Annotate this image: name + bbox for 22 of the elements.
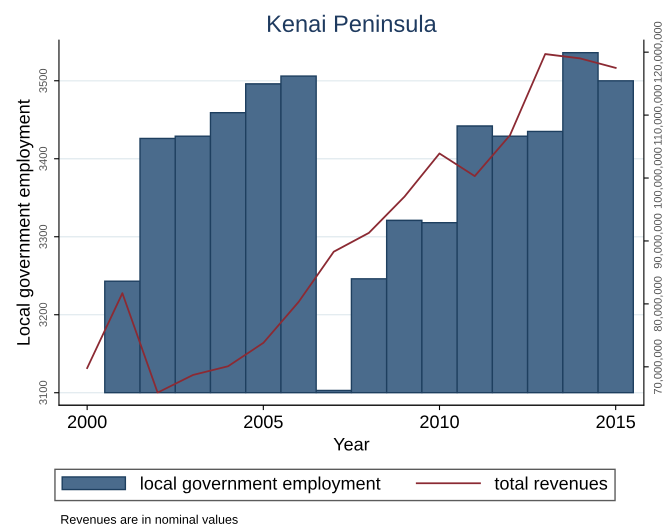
y2-tick-label: 100,000,000 [654,148,664,208]
chart-title: Kenai Peninsula [268,14,437,32]
y-tick-label: 3200 [39,302,48,327]
legend-label: total revenues [494,476,608,490]
x-tick-label: 2000 [68,415,107,428]
x-tick-label: 2005 [244,415,283,428]
x-axis-title: Year [334,438,370,451]
legend-label: local government employment [141,476,381,494]
text: Revenues are in nominal values [61,514,238,524]
y-tick-label: 3100 [39,380,48,405]
y-tick-label: 3500 [39,68,48,93]
x-tick-label: 2015 [596,415,636,428]
y2-tick-label: 90,000,000 [654,214,664,268]
y-tick-label: 3400 [39,146,48,171]
line-series [86,53,617,394]
y-tick-label: 3300 [39,224,48,249]
y2-tick-label: 110,000,000 [654,85,664,145]
y-axis-title: Local government employment [16,99,34,345]
y2-tick-label: 80,000,000 [654,276,664,332]
y2-tick-label: 120,000,000 [654,22,664,82]
x-tick-label: 2010 [420,415,459,428]
y2-tick-label: 70,000,000 [654,339,664,394]
